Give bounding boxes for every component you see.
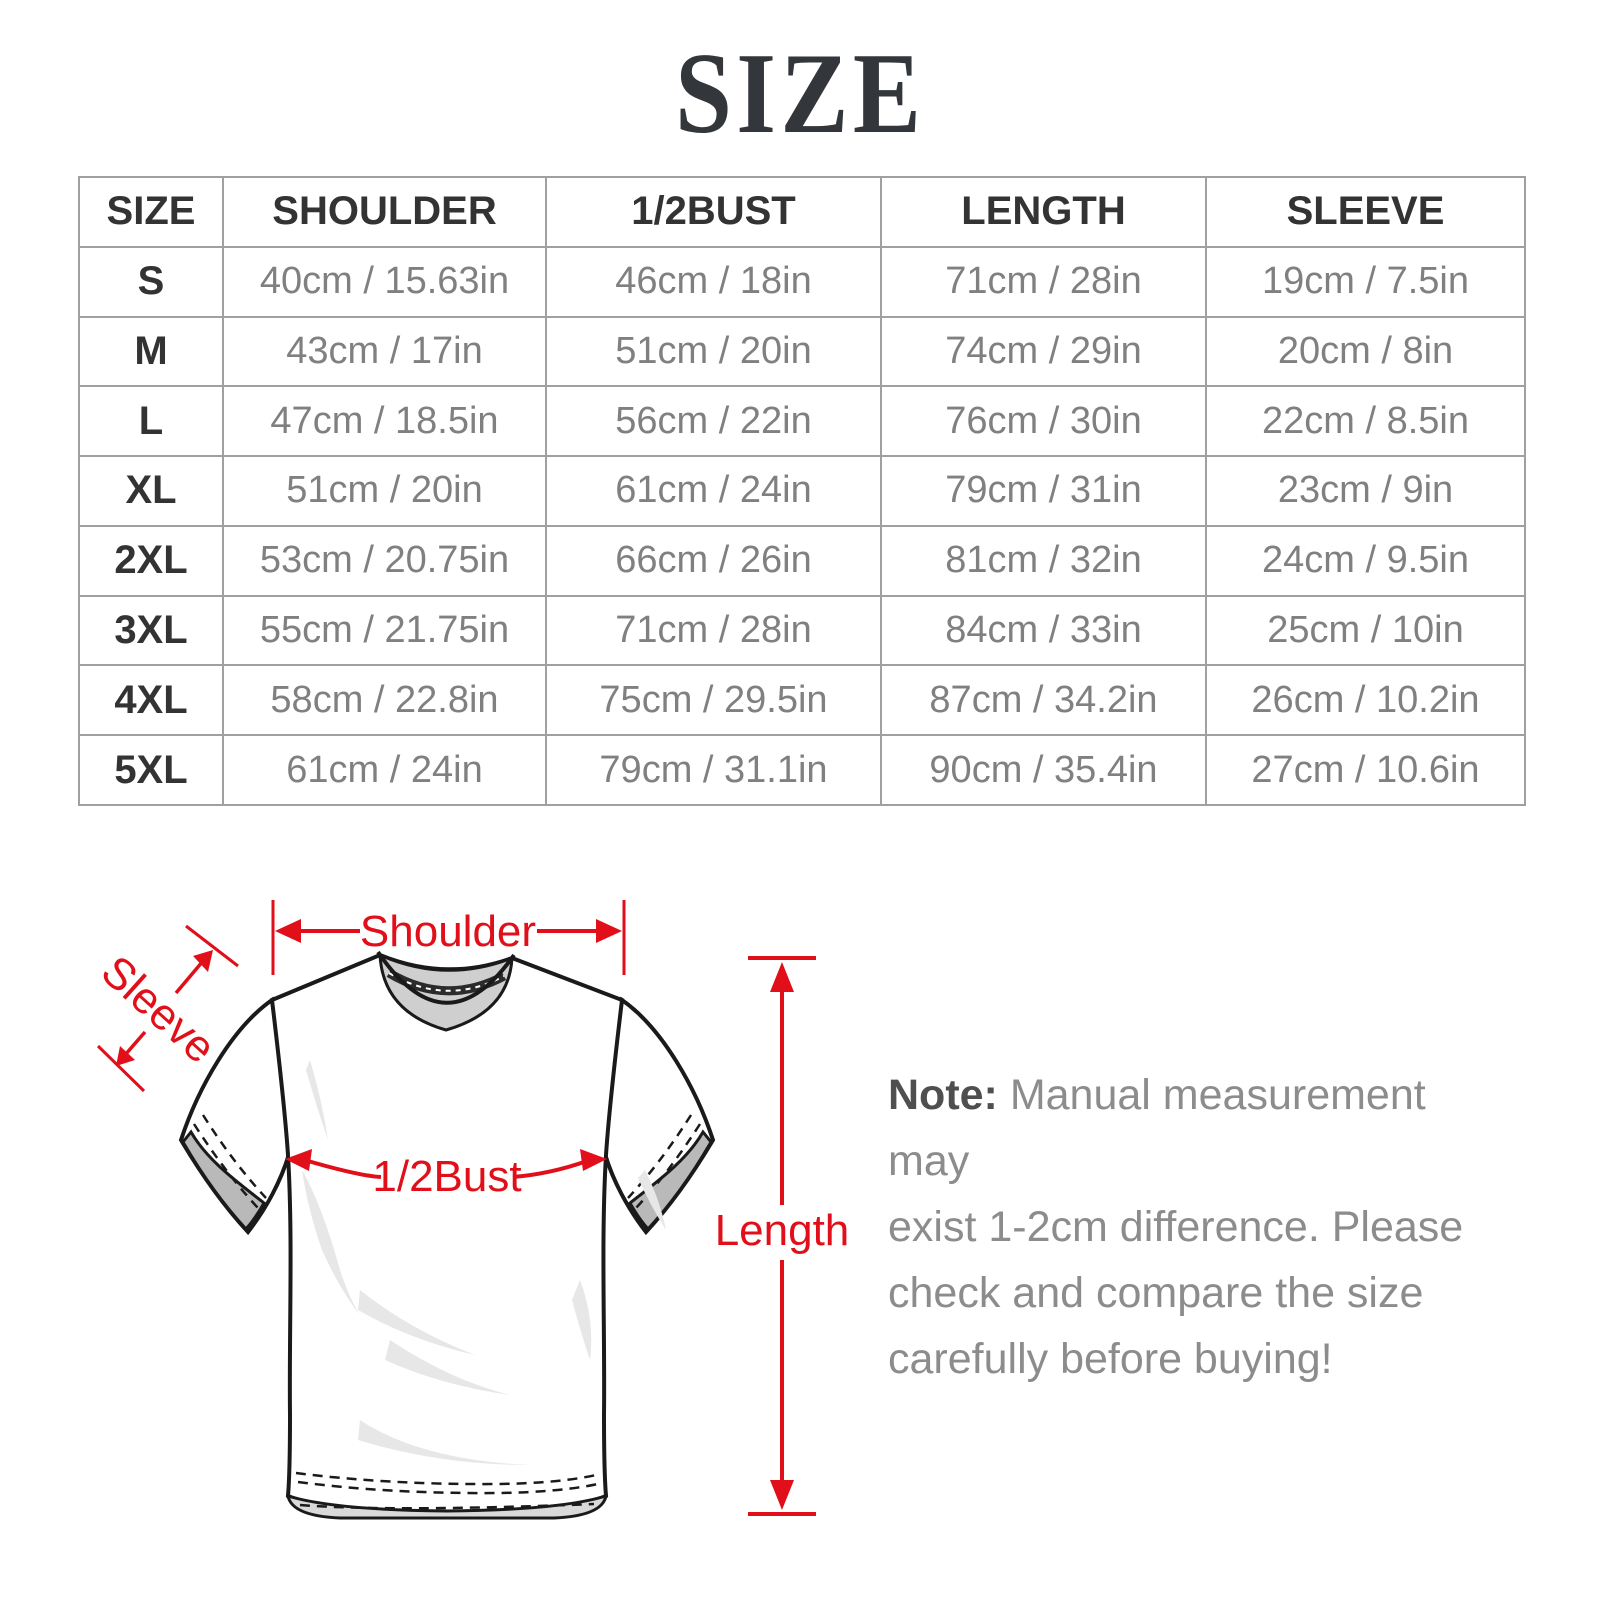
cell-length: 87cm / 34.2in	[880, 664, 1207, 737]
cell-size: S	[78, 245, 224, 318]
table-header-row: SIZE SHOULDER 1/2BUST LENGTH SLEEVE	[78, 176, 1526, 248]
note-line: exist 1-2cm difference. Please	[888, 1203, 1464, 1251]
cell-size: 2XL	[78, 524, 224, 597]
note-line: check and compare the size	[888, 1269, 1424, 1317]
header-cell-shoulder: SHOULDER	[222, 176, 547, 248]
cell-sleeve: 24cm / 9.5in	[1205, 524, 1526, 597]
cell-bust: 56cm / 22in	[545, 385, 882, 458]
cell-shoulder: 55cm / 21.75in	[222, 594, 547, 667]
table-row: 5XL 61cm / 24in 79cm / 31.1in 90cm / 35.…	[78, 734, 1526, 806]
cell-sleeve: 20cm / 8in	[1205, 315, 1526, 388]
cell-size: XL	[78, 455, 224, 527]
cell-size: 5XL	[78, 734, 224, 806]
cell-bust: 71cm / 28in	[545, 594, 882, 667]
cell-bust: 66cm / 26in	[545, 524, 882, 597]
cell-sleeve: 22cm / 8.5in	[1205, 385, 1526, 458]
cell-bust: 75cm / 29.5in	[545, 664, 882, 737]
cell-shoulder: 58cm / 22.8in	[222, 664, 547, 737]
cell-length: 84cm / 33in	[880, 594, 1207, 667]
bust-measure-arrow: 1/2Bust	[285, 1149, 607, 1201]
cell-shoulder: 47cm / 18.5in	[222, 385, 547, 458]
length-measure-arrow: Length	[715, 956, 850, 1516]
cell-shoulder: 51cm / 20in	[222, 455, 547, 527]
tshirt-sleeves	[178, 996, 716, 1236]
tshirt-measurement-diagram: Shoulder Sleeve 1/2Bust Length	[92, 900, 850, 1520]
tshirt-body	[269, 952, 666, 1520]
cell-shoulder: 40cm / 15.63in	[222, 245, 547, 318]
cell-length: 76cm / 30in	[880, 385, 1207, 458]
note-line: carefully before buying!	[888, 1335, 1333, 1383]
wrinkle-shading	[302, 1060, 666, 1465]
tshirt-collar	[376, 950, 516, 1032]
measurement-note: Note: Manual measurement may exist 1-2cm…	[888, 1062, 1508, 1392]
bust-label: 1/2Bust	[372, 1152, 521, 1201]
cell-size: M	[78, 315, 224, 388]
cell-bust: 51cm / 20in	[545, 315, 882, 388]
header-cell-sleeve: SLEEVE	[1205, 176, 1526, 248]
cell-length: 74cm / 29in	[880, 315, 1207, 388]
shoulder-label: Shoulder	[360, 907, 536, 956]
cell-sleeve: 19cm / 7.5in	[1205, 245, 1526, 318]
note-label: Note:	[888, 1071, 998, 1119]
table-row: M 43cm / 17in 51cm / 20in 74cm / 29in 20…	[78, 315, 1526, 388]
cell-sleeve: 27cm / 10.6in	[1205, 734, 1526, 806]
table-row: XL 51cm / 20in 61cm / 24in 79cm / 31in 2…	[78, 455, 1526, 527]
header-cell-bust: 1/2BUST	[545, 176, 882, 248]
cell-sleeve: 25cm / 10in	[1205, 594, 1526, 667]
table-row: L 47cm / 18.5in 56cm / 22in 76cm / 30in …	[78, 385, 1526, 458]
cell-sleeve: 26cm / 10.2in	[1205, 664, 1526, 737]
cell-bust: 79cm / 31.1in	[545, 734, 882, 806]
cell-sleeve: 23cm / 9in	[1205, 455, 1526, 527]
note-line: Note: Manual measurement may	[888, 1071, 1426, 1185]
cell-size: 4XL	[78, 664, 224, 737]
cell-size: 3XL	[78, 594, 224, 667]
size-table: SIZE SHOULDER 1/2BUST LENGTH SLEEVE S 40…	[78, 176, 1526, 806]
shoulder-measure-arrow: Shoulder	[271, 900, 626, 975]
header-cell-length: LENGTH	[880, 176, 1207, 248]
cell-size: L	[78, 385, 224, 458]
cell-length: 79cm / 31in	[880, 455, 1207, 527]
page-title-row: SIZE	[0, 36, 1600, 152]
length-label: Length	[715, 1206, 850, 1255]
cell-bust: 61cm / 24in	[545, 455, 882, 527]
table-row: 4XL 58cm / 22.8in 75cm / 29.5in 87cm / 3…	[78, 664, 1526, 737]
cell-shoulder: 53cm / 20.75in	[222, 524, 547, 597]
cell-bust: 46cm / 18in	[545, 245, 882, 318]
cell-shoulder: 61cm / 24in	[222, 734, 547, 806]
cell-length: 90cm / 35.4in	[880, 734, 1207, 806]
table-row: S 40cm / 15.63in 46cm / 18in 71cm / 28in…	[78, 245, 1526, 318]
cell-length: 71cm / 28in	[880, 245, 1207, 318]
page-title: SIZE	[674, 30, 926, 158]
cell-length: 81cm / 32in	[880, 524, 1207, 597]
table-row: 2XL 53cm / 20.75in 66cm / 26in 81cm / 32…	[78, 524, 1526, 597]
table-row: 3XL 55cm / 21.75in 71cm / 28in 84cm / 33…	[78, 594, 1526, 667]
header-cell-size: SIZE	[78, 176, 224, 248]
cell-shoulder: 43cm / 17in	[222, 315, 547, 388]
